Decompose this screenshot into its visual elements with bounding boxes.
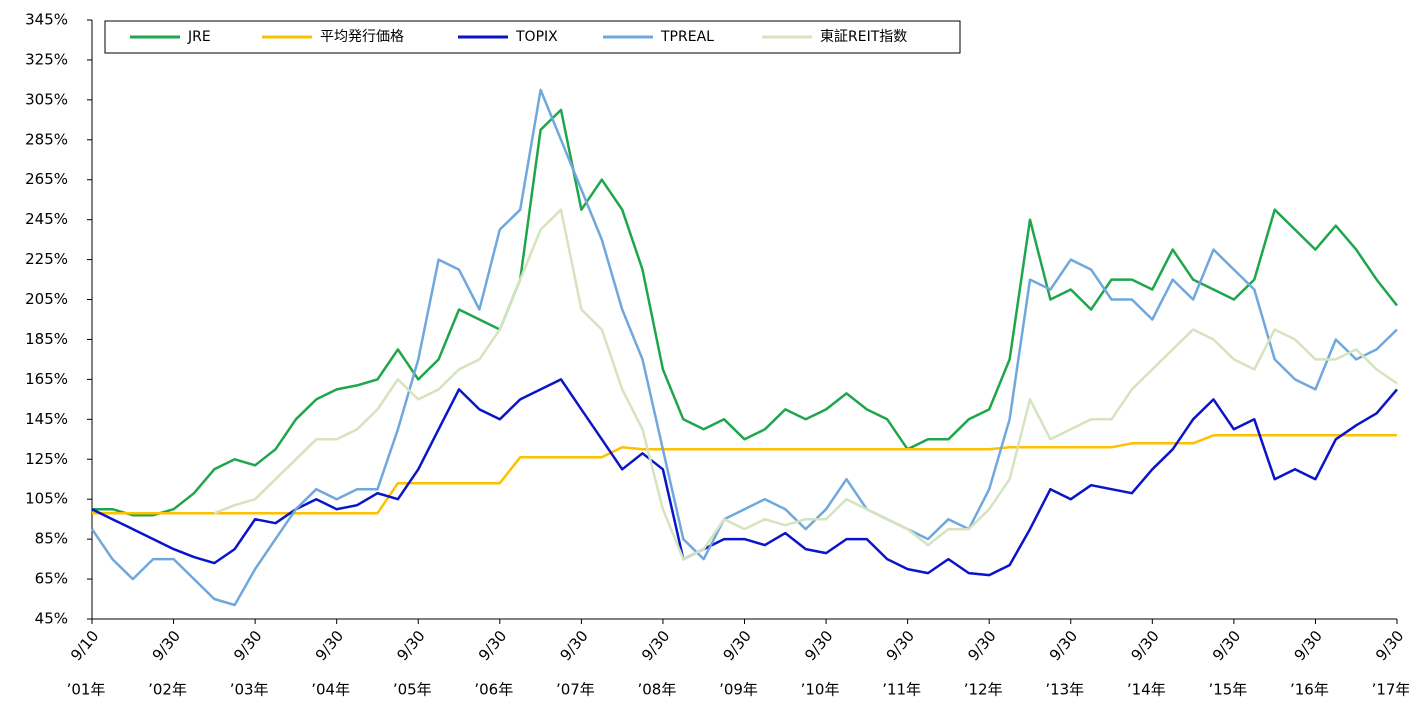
x-tick-label: 9/30 (230, 627, 265, 664)
x-tick-label: 9/30 (1291, 627, 1326, 664)
legend-label: TOPIX (515, 29, 558, 45)
y-tick-label: 85% (35, 530, 68, 548)
legend-label: 東証REIT指数 (820, 29, 907, 45)
series-line (91, 378, 1398, 577)
x-year-label: ’11年 (882, 681, 921, 699)
y-tick-label: 205% (25, 290, 68, 308)
y-tick-label: 305% (25, 90, 68, 108)
legend: JRE 平均発行価格 TOPIX TPREAL 東証REIT指数 (104, 20, 961, 54)
x-tick-label: 9/30 (312, 627, 347, 664)
x-tick-label: 9/30 (1372, 627, 1407, 664)
y-tick-label: 145% (25, 410, 68, 428)
x-tick-label: 9/30 (149, 627, 184, 664)
x-year-label: ’16年 (1290, 681, 1329, 699)
series-line (213, 208, 1398, 561)
series-line (90, 88, 1398, 607)
legend-label: 平均発行価格 (320, 29, 404, 45)
x-year-label: ’04年 (311, 681, 350, 699)
y-tick-label: 265% (25, 170, 68, 188)
x-year-label: ’07年 (556, 681, 595, 699)
y-tick-label: 45% (35, 610, 68, 628)
x-tick-label: 9/30 (638, 627, 673, 664)
x-year-label: ’08年 (638, 681, 677, 699)
y-tick-label: 65% (35, 570, 68, 588)
x-tick-label: 9/30 (393, 627, 428, 664)
x-year-label: ’09年 (719, 681, 758, 699)
x-year-label: ’05年 (393, 681, 432, 699)
x-year-label: ’02年 (148, 681, 187, 699)
x-tick-label: 9/30 (720, 627, 755, 664)
x-tick-label: 9/30 (801, 627, 836, 664)
y-tick-label: 285% (25, 130, 68, 148)
x-year-label: ’01年 (67, 681, 106, 699)
x-tick-label: 9/30 (883, 627, 918, 664)
x-tick-label: 9/30 (1046, 627, 1081, 664)
x-year-label: ’15年 (1208, 681, 1247, 699)
y-tick-label: 125% (25, 450, 68, 468)
x-tick-label: 9/10 (67, 627, 102, 664)
x-tick-label: 9/30 (556, 627, 591, 664)
y-tick-label: 325% (25, 50, 68, 68)
x-tick-label: 9/30 (1209, 627, 1244, 664)
x-year-label: ’06年 (474, 681, 513, 699)
x-year-label: ’12年 (964, 681, 1003, 699)
y-tick-label: 345% (25, 11, 68, 29)
legend-label: JRE (187, 29, 211, 45)
x-year-label: ’14年 (1127, 681, 1166, 699)
y-tick-label: 245% (25, 210, 68, 228)
y-tick-label: 105% (25, 490, 68, 508)
legend-box (104, 20, 961, 54)
series-line (92, 434, 1397, 515)
x-year-label: ’03年 (230, 681, 269, 699)
x-year-label: ’10年 (801, 681, 840, 699)
series-line (92, 108, 1398, 517)
x-year-label: ’17年 (1372, 681, 1409, 699)
x-tick-label: 9/30 (475, 627, 510, 664)
y-tick-label: 225% (25, 250, 68, 268)
y-tick-label: 185% (25, 330, 68, 348)
y-tick-label: 165% (25, 370, 68, 388)
legend-label: TPREAL (660, 29, 714, 45)
x-tick-label: 9/30 (964, 627, 999, 664)
x-tick-label: 9/30 (1127, 627, 1162, 664)
x-year-label: ’13年 (1045, 681, 1084, 699)
